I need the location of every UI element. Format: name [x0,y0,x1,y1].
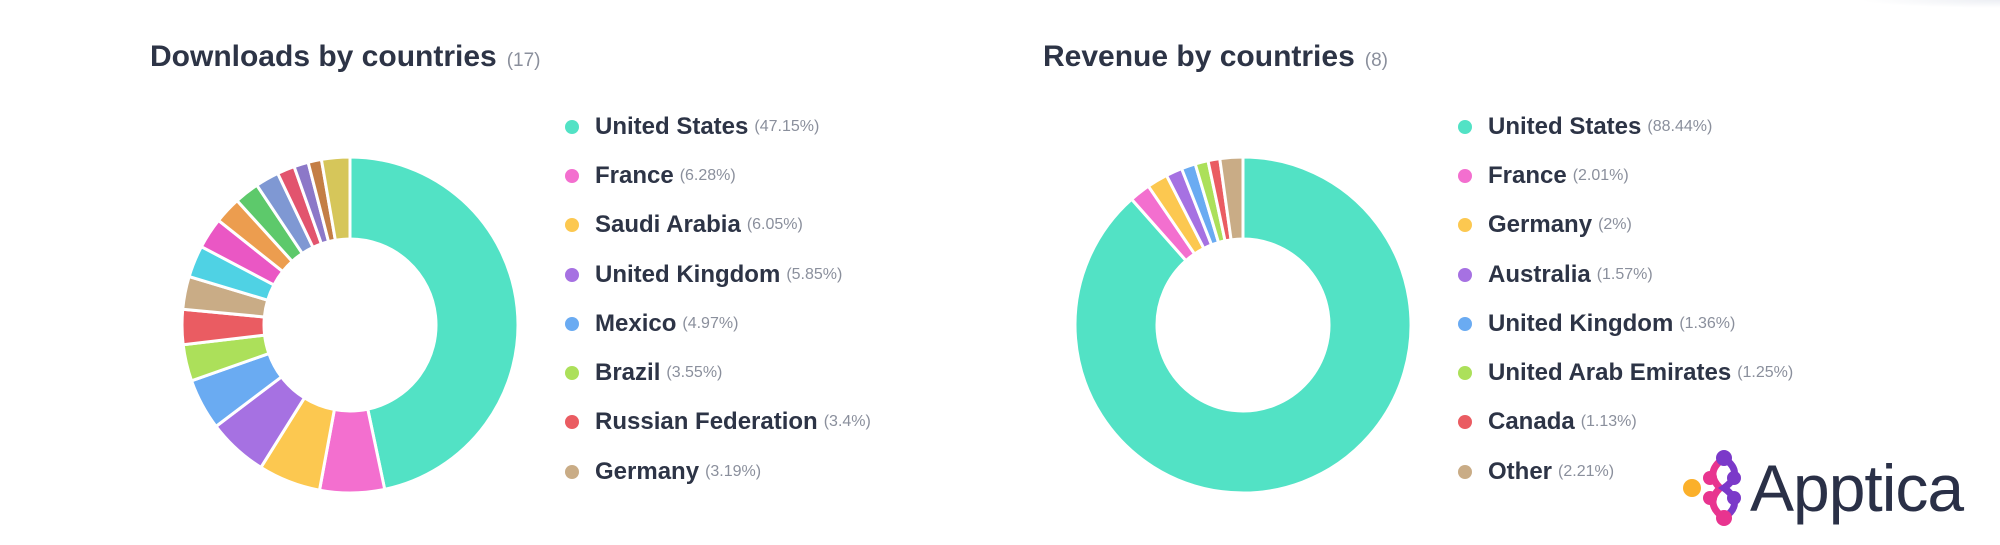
legend-label: Russian Federation [595,408,818,436]
revenue-panel: Revenue by countries (8) United States (88… [1043,0,1863,545]
legend-label: Germany [1488,211,1593,239]
legend-item-united-states[interactable]: United States (47.15%) [565,102,871,151]
revenue-title-text: Revenue by countries [1043,40,1355,73]
legend-dot [1458,316,1472,331]
legend-percentage: (1.25%) [1737,364,1794,382]
revenue-legend: United States (88.44%) France (2.01%) German… [1458,102,1793,496]
legend-item-united-kingdom[interactable]: United Kingdom (5.85%) [565,250,871,299]
legend-item-germany[interactable]: Germany (3.19%) [565,447,871,496]
legend-label: Canada [1488,408,1575,436]
downloads-legend: United States (47.15%) France (6.28%) Saudi … [565,102,871,496]
legend-percentage: (3.19%) [705,462,762,480]
revenue-donut-chart [1073,155,1413,495]
legend-item-united-kingdom[interactable]: United Kingdom (1.36%) [1458,299,1793,348]
legend-item-united-states[interactable]: United States (88.44%) [1458,102,1793,151]
legend-label: France [595,161,674,189]
legend-label: United States [595,112,749,140]
legend-percentage: (2.21%) [1558,462,1615,480]
downloads-donut-chart [180,155,520,495]
legend-percentage: (5.85%) [786,265,843,283]
legend-percentage: (2.01%) [1572,166,1629,184]
apptica-logo: Apptica [1680,448,1964,528]
legend-dot [565,119,579,134]
legend-label: United Arab Emirates [1488,359,1732,387]
downloads-title: Downloads by countries (17) [150,40,541,74]
legend-percentage: (6.05%) [746,216,803,234]
legend-dot [1458,464,1472,479]
legend-percentage: (88.44%) [1647,117,1713,135]
legend-percentage: (6.28%) [679,166,736,184]
legend-label: United States [1488,112,1642,140]
legend-item-france[interactable]: France (6.28%) [565,151,871,200]
downloads-panel: Downloads by countries (17) United States… [150,0,970,545]
legend-dot [565,415,579,430]
legend-label: Australia [1488,260,1591,288]
legend-dot [1458,168,1472,183]
legend-dot [1458,415,1472,430]
legend-label: United Kingdom [1488,309,1674,337]
legend-dot [565,366,579,381]
legend-percentage: (3.55%) [666,364,723,382]
legend-item-germany[interactable]: Germany (2%) [1458,201,1793,250]
legend-item-united-arab-emirates[interactable]: United Arab Emirates (1.25%) [1458,348,1793,397]
legend-percentage: (1.13%) [1580,413,1637,431]
legend-dot [565,316,579,331]
legend-percentage: (1.57%) [1596,265,1653,283]
legend-percentage: (3.4%) [823,413,871,431]
legend-label: Saudi Arabia [595,211,741,239]
legend-dot [565,464,579,479]
legend-dot [1458,218,1472,233]
legend-dot [565,267,579,282]
legend-item-canada[interactable]: Canada (1.13%) [1458,398,1793,447]
donut-slice-united-states[interactable] [1073,155,1413,495]
legend-label: Other [1488,457,1553,485]
legend-item-other[interactable]: Other (2.21%) [1458,447,1793,496]
legend-dot [565,168,579,183]
legend-dot [565,218,579,233]
donut-slice-other-16[interactable] [319,155,352,242]
legend-percentage: (2%) [1598,216,1632,234]
revenue-title: Revenue by countries (8) [1043,40,1388,74]
legend-label: France [1488,161,1567,189]
legend-label: Germany [595,457,700,485]
legend-label: United Kingdom [595,260,781,288]
legend-label: Brazil [595,359,661,387]
legend-item-brazil[interactable]: Brazil (3.55%) [565,348,871,397]
legend-dot [1458,267,1472,282]
apptica-logo-text: Apptica [1750,451,1964,525]
legend-item-saudi-arabia[interactable]: Saudi Arabia (6.05%) [565,201,871,250]
legend-percentage: (47.15%) [754,117,820,135]
apptica-logo-mark-icon [1683,450,1741,526]
legend-percentage: (1.36%) [1679,314,1736,332]
donut-slice-other[interactable] [1218,155,1245,242]
corner-shade [1860,0,2000,8]
legend-percentage: (4.97%) [682,314,739,332]
revenue-count: (8) [1364,50,1388,71]
legend-label: Mexico [595,309,677,337]
legend-item-mexico[interactable]: Mexico (4.97%) [565,299,871,348]
legend-dot [1458,366,1472,381]
donut-slice-united-states[interactable] [348,155,520,491]
legend-item-france[interactable]: France (2.01%) [1458,151,1793,200]
downloads-count: (17) [506,50,541,71]
legend-dot [1458,119,1472,134]
downloads-title-text: Downloads by countries [150,40,497,73]
legend-item-australia[interactable]: Australia (1.57%) [1458,250,1793,299]
legend-item-russian-federation[interactable]: Russian Federation (3.4%) [565,398,871,447]
